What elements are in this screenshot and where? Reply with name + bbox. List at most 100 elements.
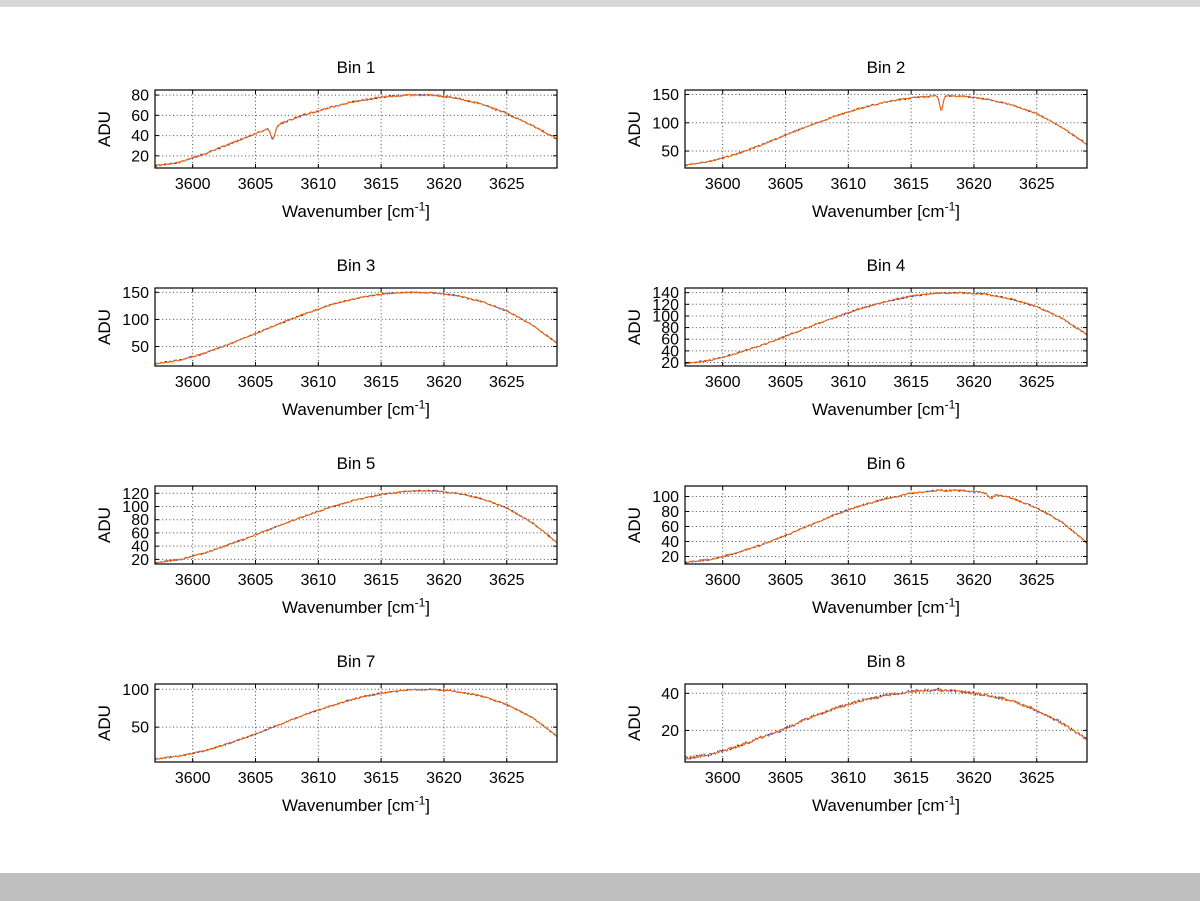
x-axis-label-text: Wavenumber [cm (282, 400, 415, 419)
svg-text:120: 120 (652, 297, 679, 314)
svg-text:60: 60 (131, 108, 149, 125)
svg-text:3625: 3625 (1019, 374, 1055, 391)
svg-text:3605: 3605 (238, 770, 274, 787)
svg-text:3605: 3605 (238, 374, 274, 391)
plot-area: 3600 3605 3610 3615 3620 3625 2040608010012014… (652, 285, 1088, 391)
svg-text:20: 20 (131, 148, 149, 165)
svg-text:3600: 3600 (705, 770, 741, 787)
svg-text:40: 40 (661, 686, 679, 703)
x-axis-label-close: ] (425, 202, 430, 221)
subplot-bin-7: Bin 7 ADU 3600 3605 3610 3615 3620 3625 50 100 … (93, 650, 565, 820)
plot-area: 3600 3605 3610 3615 3620 3625 50 100 150 (122, 285, 558, 391)
chart-title: Bin 4 (866, 256, 906, 275)
x-axis-label: Wavenumber [cm-1] (155, 596, 557, 620)
svg-text:20: 20 (661, 549, 679, 566)
x-axis-label-close: ] (425, 400, 430, 419)
svg-text:3615: 3615 (363, 374, 399, 391)
svg-text:3600: 3600 (175, 374, 211, 391)
chart-title: Bin 5 (336, 454, 376, 473)
svg-text:3610: 3610 (301, 176, 337, 193)
subplot-bin-3: Bin 3 ADU 3600 3605 3610 3615 3620 3625 50 100 1… (93, 254, 565, 424)
svg-text:3620: 3620 (956, 572, 992, 589)
svg-text:3625: 3625 (1019, 572, 1055, 589)
svg-text:20: 20 (131, 552, 149, 569)
svg-text:80: 80 (661, 504, 679, 521)
x-axis-label-exponent: -1 (944, 595, 956, 610)
svg-text:3610: 3610 (831, 176, 867, 193)
svg-text:50: 50 (131, 339, 149, 356)
subplot-bin-5: Bin 5 ADU 3600 3605 3610 3615 3620 3625 20 40 60… (93, 452, 565, 622)
svg-text:3600: 3600 (175, 176, 211, 193)
svg-text:3605: 3605 (768, 176, 804, 193)
x-axis-label: Wavenumber [cm-1] (155, 200, 557, 224)
svg-text:100: 100 (122, 312, 149, 329)
svg-text:3615: 3615 (893, 770, 929, 787)
x-axis-label-text: Wavenumber [cm (812, 202, 945, 221)
x-axis-label-text: Wavenumber [cm (812, 796, 945, 815)
svg-text:3605: 3605 (238, 176, 274, 193)
svg-text:140: 140 (652, 285, 679, 302)
svg-text:3620: 3620 (956, 770, 992, 787)
svg-text:80: 80 (131, 88, 149, 105)
plot-area: 3600 3605 3610 3615 3620 3625 20 40 60 80 (131, 88, 558, 193)
svg-text:100: 100 (652, 115, 679, 132)
svg-text:60: 60 (131, 525, 149, 542)
x-axis-label-text: Wavenumber [cm (812, 598, 945, 617)
svg-text:150: 150 (652, 87, 679, 104)
svg-text:3620: 3620 (426, 176, 462, 193)
plot-area: 3600 3605 3610 3615 3620 3625 50 100 (122, 682, 558, 787)
x-axis-label-exponent: -1 (414, 199, 426, 214)
x-axis-label-close: ] (955, 598, 960, 617)
svg-text:120: 120 (122, 486, 149, 503)
svg-text:3615: 3615 (893, 176, 929, 193)
svg-text:100: 100 (122, 499, 149, 516)
svg-text:100: 100 (652, 308, 679, 325)
svg-text:3600: 3600 (175, 770, 211, 787)
x-axis-label-text: Wavenumber [cm (282, 598, 415, 617)
svg-text:3620: 3620 (956, 374, 992, 391)
svg-text:3605: 3605 (768, 572, 804, 589)
x-axis-label: Wavenumber [cm-1] (155, 398, 557, 422)
svg-text:3605: 3605 (238, 572, 274, 589)
svg-text:3625: 3625 (489, 572, 525, 589)
chart-title: Bin 2 (866, 58, 906, 77)
x-axis-label-exponent: -1 (944, 397, 956, 412)
svg-text:3605: 3605 (768, 770, 804, 787)
svg-text:40: 40 (131, 539, 149, 556)
svg-text:50: 50 (661, 144, 679, 161)
svg-text:20: 20 (661, 355, 679, 372)
svg-text:3615: 3615 (363, 176, 399, 193)
svg-text:3625: 3625 (1019, 176, 1055, 193)
svg-text:3610: 3610 (831, 572, 867, 589)
x-axis-label: Wavenumber [cm-1] (685, 794, 1087, 818)
svg-text:3625: 3625 (489, 770, 525, 787)
svg-text:3610: 3610 (301, 770, 337, 787)
svg-text:20: 20 (661, 723, 679, 740)
svg-text:40: 40 (661, 343, 679, 360)
svg-text:3615: 3615 (363, 572, 399, 589)
svg-text:40: 40 (131, 128, 149, 145)
chart-title: Bin 8 (866, 652, 906, 671)
svg-text:3610: 3610 (301, 572, 337, 589)
window-top-bar (0, 0, 1200, 7)
svg-text:3610: 3610 (831, 770, 867, 787)
x-axis-label: Wavenumber [cm-1] (685, 200, 1087, 224)
svg-text:3600: 3600 (175, 572, 211, 589)
x-axis-label-text: Wavenumber [cm (282, 796, 415, 815)
svg-text:50: 50 (131, 720, 149, 737)
svg-text:3615: 3615 (893, 572, 929, 589)
x-axis-label-text: Wavenumber [cm (282, 202, 415, 221)
subplot-bin-1: Bin 1 ADU 3600 3605 3610 3615 3620 3625 20 40 60… (93, 56, 565, 226)
svg-text:3620: 3620 (426, 770, 462, 787)
subplot-bin-8: Bin 8 ADU 3600 3605 3610 3615 3620 3625 20 40 W… (623, 650, 1095, 820)
x-axis-label: Wavenumber [cm-1] (685, 398, 1087, 422)
x-axis-label-exponent: -1 (414, 793, 426, 808)
x-axis-label-close: ] (955, 796, 960, 815)
svg-text:3615: 3615 (893, 374, 929, 391)
svg-text:3625: 3625 (1019, 770, 1055, 787)
x-axis-label-exponent: -1 (944, 199, 956, 214)
plot-area: 3600 3605 3610 3615 3620 3625 20 40 (661, 683, 1088, 787)
svg-text:3600: 3600 (705, 374, 741, 391)
x-axis-label-close: ] (955, 400, 960, 419)
